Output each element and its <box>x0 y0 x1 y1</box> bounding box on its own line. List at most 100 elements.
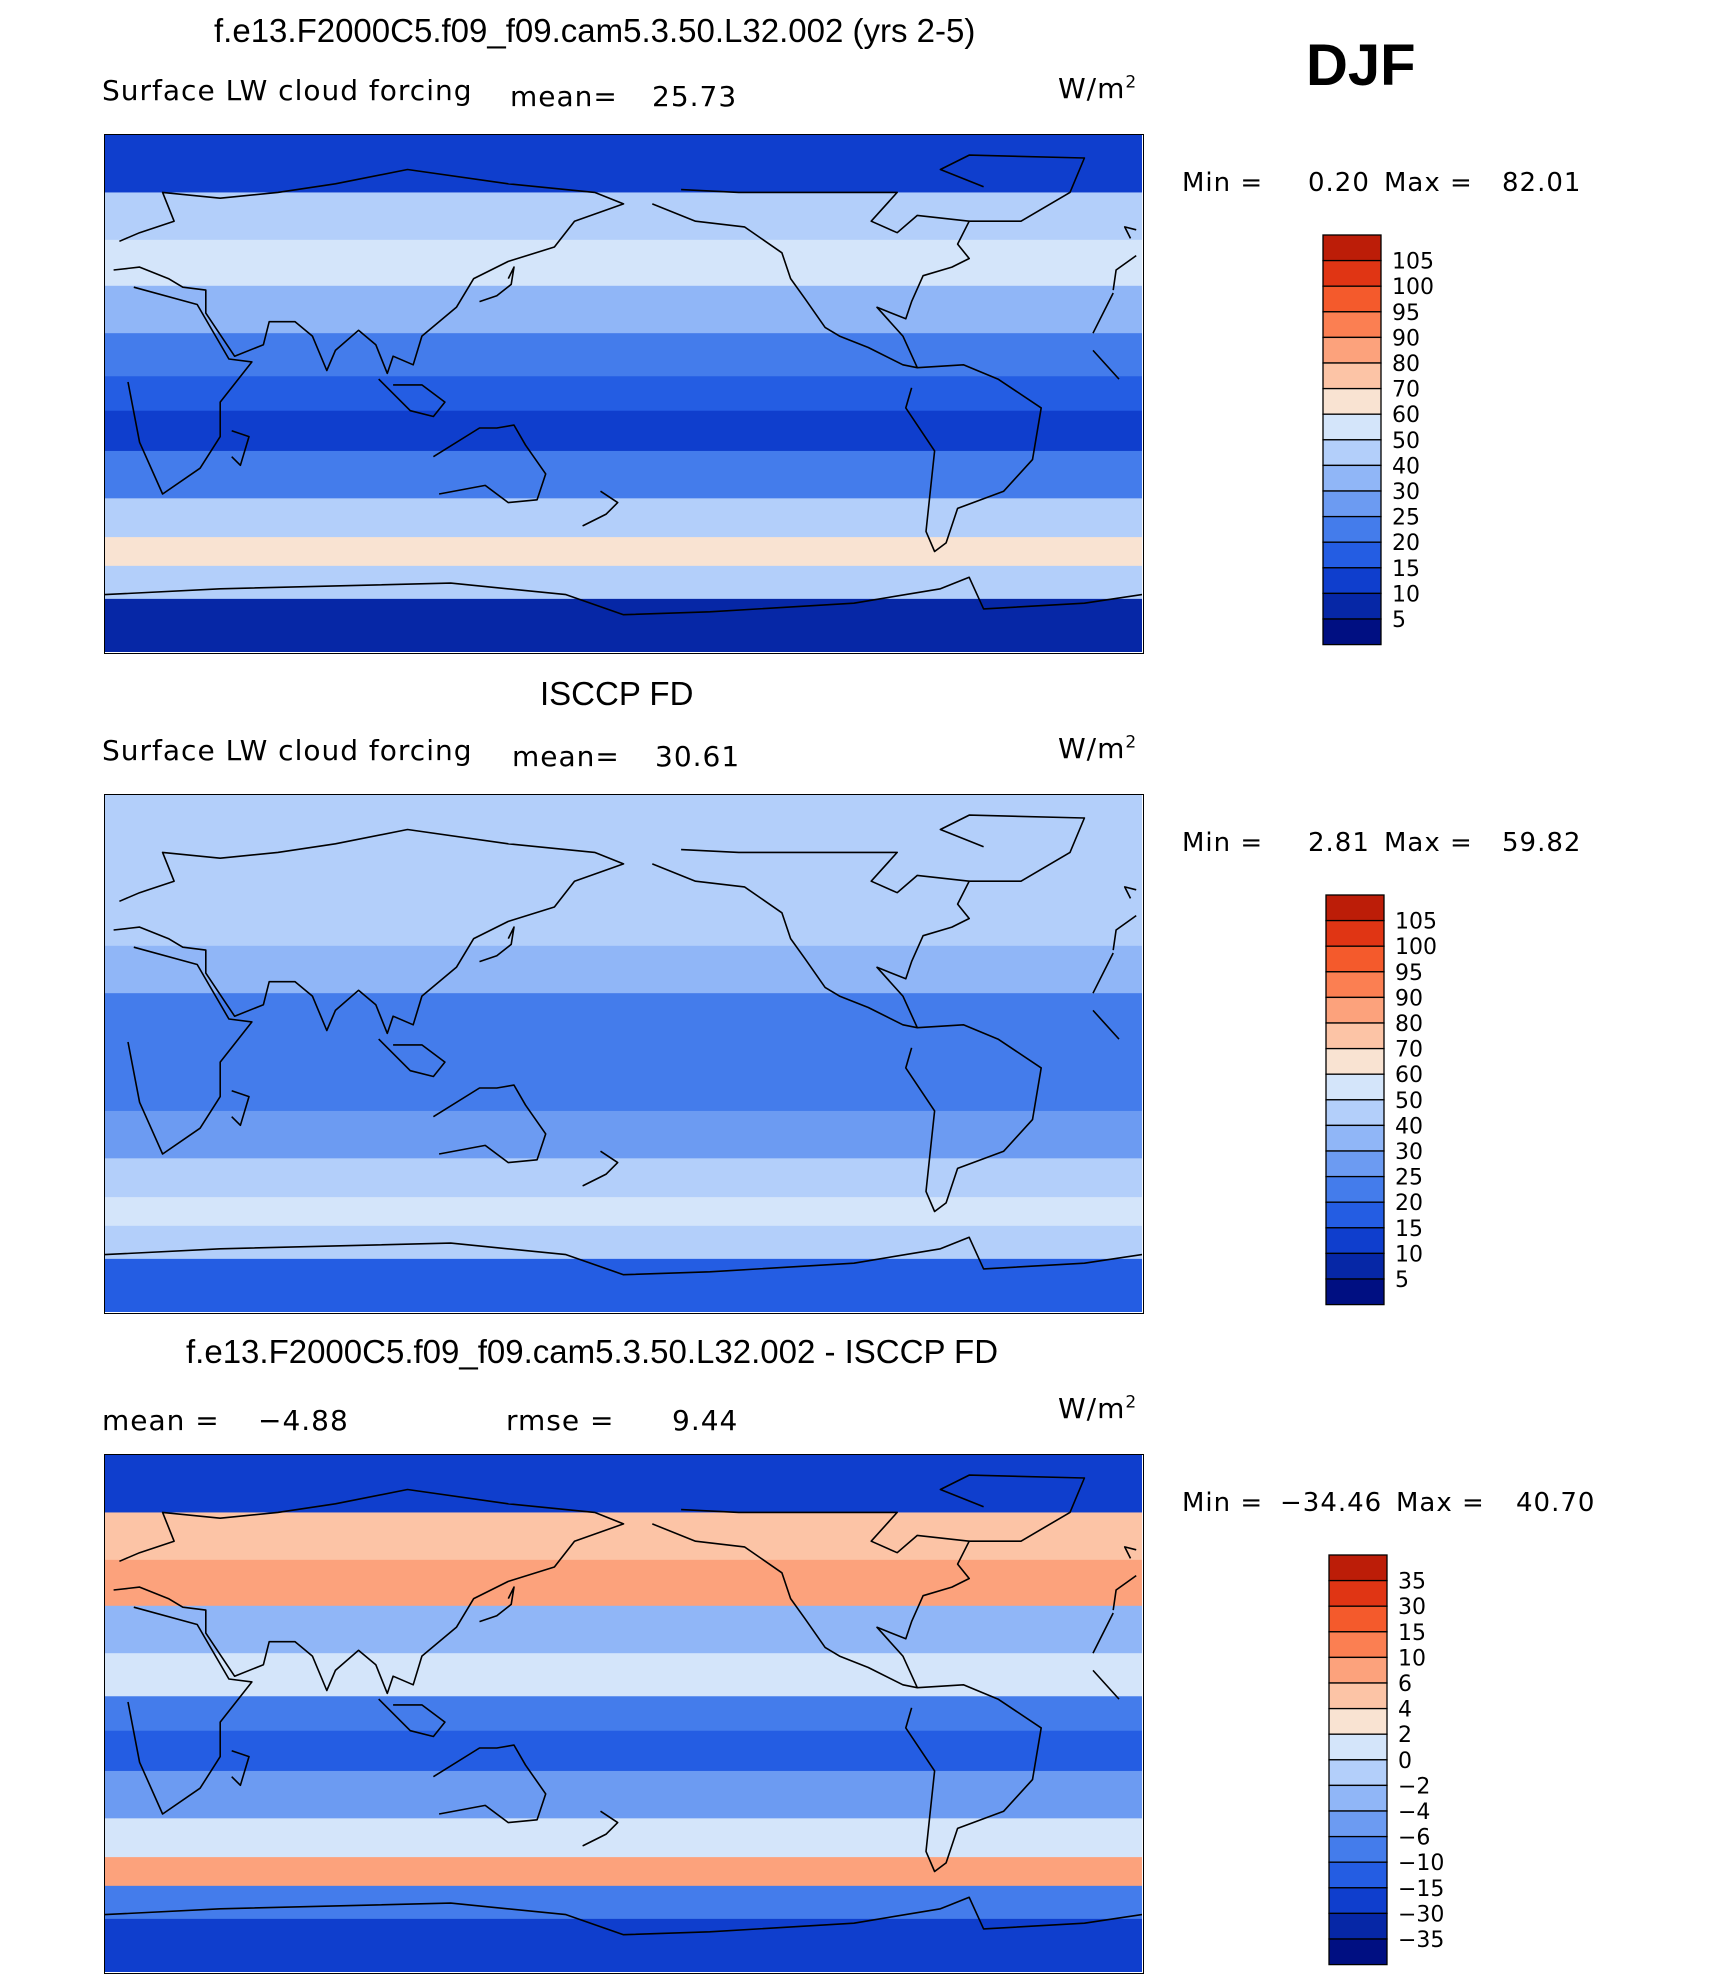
colorbar-box <box>1322 439 1382 467</box>
colorbar-box <box>1325 1022 1385 1050</box>
colorbar-box <box>1328 1759 1388 1787</box>
colorbar-tick-label: 2 <box>1398 1723 1412 1748</box>
colorbar-box <box>1325 1124 1385 1152</box>
lat-band <box>105 410 1142 452</box>
colorbar-box <box>1325 1073 1385 1101</box>
colorbar-box <box>1322 515 1382 543</box>
colorbar-box <box>1322 362 1382 390</box>
colorbar-box <box>1328 1810 1388 1838</box>
coastline-eurasia <box>113 168 1137 375</box>
lat-band <box>105 598 1142 652</box>
lat-band <box>105 1918 1142 1972</box>
colorbar-tick-label: 30 <box>1392 480 1420 505</box>
colorbar-box <box>1322 336 1382 364</box>
lat-band <box>105 498 1142 538</box>
colorbar-tick-label: −15 <box>1398 1877 1444 1902</box>
lat-band <box>105 1110 1142 1159</box>
colorbar-box <box>1325 1150 1385 1178</box>
panel-3-title: f.e13.F2000C5.f09_f09.cam5.3.50.L32.002 … <box>186 1333 999 1370</box>
coastline-africa <box>127 286 1120 495</box>
lat-band <box>105 1197 1142 1227</box>
colorbar-box <box>1322 592 1382 620</box>
colorbar-box <box>1325 1201 1385 1229</box>
lat-band <box>105 1818 1142 1858</box>
lat-band <box>105 565 1142 600</box>
colorbar-box <box>1325 971 1385 999</box>
coastline-australia <box>432 1084 547 1164</box>
colorbar-tick-label: 70 <box>1392 378 1420 403</box>
colorbar-tick-label: 40 <box>1392 454 1420 479</box>
colorbar-tick-label: 15 <box>1395 1217 1423 1242</box>
coastline-indonesia <box>378 1038 446 1078</box>
coastline-indonesia <box>378 1698 446 1738</box>
coastline-eurasia <box>113 828 1137 1035</box>
panel-2-min-label: Min = <box>1182 828 1264 858</box>
colorbar-tick-label: −4 <box>1398 1800 1430 1825</box>
panel-3-rmse-value: 9.44 <box>672 1404 739 1437</box>
lat-band <box>105 1696 1142 1732</box>
panel-1-mean-label: mean= <box>510 80 618 113</box>
coastline-north-america <box>652 848 970 1029</box>
colorbar-tick-label: 25 <box>1395 1166 1423 1191</box>
colorbar-tick-label: 4 <box>1398 1698 1412 1723</box>
panel-3-colorbar: 35 30 15 10 6 4 2 0 −2 −4 −6 −10 −15 −30 −35 <box>1328 1554 1488 1968</box>
colorbar-tick-label: 10 <box>1392 582 1420 607</box>
lat-band <box>105 1036 1142 1072</box>
colorbar-box <box>1322 311 1382 339</box>
colorbar-box <box>1328 1579 1388 1607</box>
colorbar-tick-label: 0 <box>1398 1749 1412 1774</box>
panel-3-mean-label: mean = <box>102 1404 220 1437</box>
colorbar-tick-label: 100 <box>1395 935 1437 960</box>
colorbar-box <box>1322 464 1382 492</box>
lat-band <box>105 1070 1142 1112</box>
panel-1-units: W/m2 <box>1058 72 1138 105</box>
panel-2-min-value: 2.81 <box>1308 828 1370 858</box>
coastline-madagascar <box>231 1750 250 1787</box>
lat-band <box>105 945 1142 994</box>
lat-band <box>105 1559 1142 1607</box>
lat-band <box>105 1158 1142 1198</box>
colorbar-tick-label: 20 <box>1395 1191 1423 1216</box>
panel-1-variable: Surface LW cloud forcing <box>102 74 473 107</box>
coastline-eurasia <box>113 1488 1137 1695</box>
colorbar-tick-label: 60 <box>1395 1063 1423 1088</box>
coastline-greenland <box>939 154 1086 222</box>
panel-2-mean-label: mean= <box>512 740 620 773</box>
colorbar-tick-label: −30 <box>1398 1902 1444 1927</box>
colorbar-tick-label: −35 <box>1398 1928 1444 1953</box>
colorbar-box <box>1322 618 1382 646</box>
colorbar-tick-label: 105 <box>1392 250 1434 275</box>
lat-band <box>105 1857 1142 1887</box>
coastline-africa <box>127 946 1120 1155</box>
colorbar-tick-label: 25 <box>1392 506 1420 531</box>
lat-band <box>105 852 1142 901</box>
colorbar-box <box>1322 413 1382 441</box>
coastline-north-america <box>652 1508 970 1689</box>
colorbar-tick-label: 90 <box>1392 326 1420 351</box>
colorbar-box <box>1325 1047 1385 1075</box>
lat-band <box>105 1653 1142 1697</box>
panel-3-min-value: −34.46 <box>1280 1488 1383 1518</box>
coastline-south-america <box>905 1024 1042 1213</box>
coastline-uk <box>1123 886 1137 899</box>
coastline-south-america <box>905 1684 1042 1873</box>
coastline-japan <box>479 926 515 963</box>
panel-3-mean-value: −4.88 <box>258 1404 349 1437</box>
colorbar-tick-label: 15 <box>1398 1621 1426 1646</box>
lat-band <box>105 1258 1142 1312</box>
coastline-australia <box>432 424 547 504</box>
panel-1-max-value: 82.01 <box>1502 168 1582 198</box>
lat-band <box>105 192 1142 241</box>
colorbar-tick-label: 10 <box>1395 1242 1423 1267</box>
colorbar-tick-label: 10 <box>1398 1646 1426 1671</box>
panel-1-title: f.e13.F2000C5.f09_f09.cam5.3.50.L32.002 … <box>214 12 976 49</box>
coastline-japan <box>479 1586 515 1623</box>
lat-band <box>105 993 1142 1037</box>
coastline-new-zealand <box>582 490 619 527</box>
colorbar-box <box>1328 1938 1388 1966</box>
coastline-uk <box>1123 226 1137 239</box>
coastline-antarctica <box>105 1896 1142 1936</box>
colorbar-tick-label: 80 <box>1392 352 1420 377</box>
coastline-new-zealand <box>582 1810 619 1847</box>
panel-1-map <box>104 134 1144 654</box>
